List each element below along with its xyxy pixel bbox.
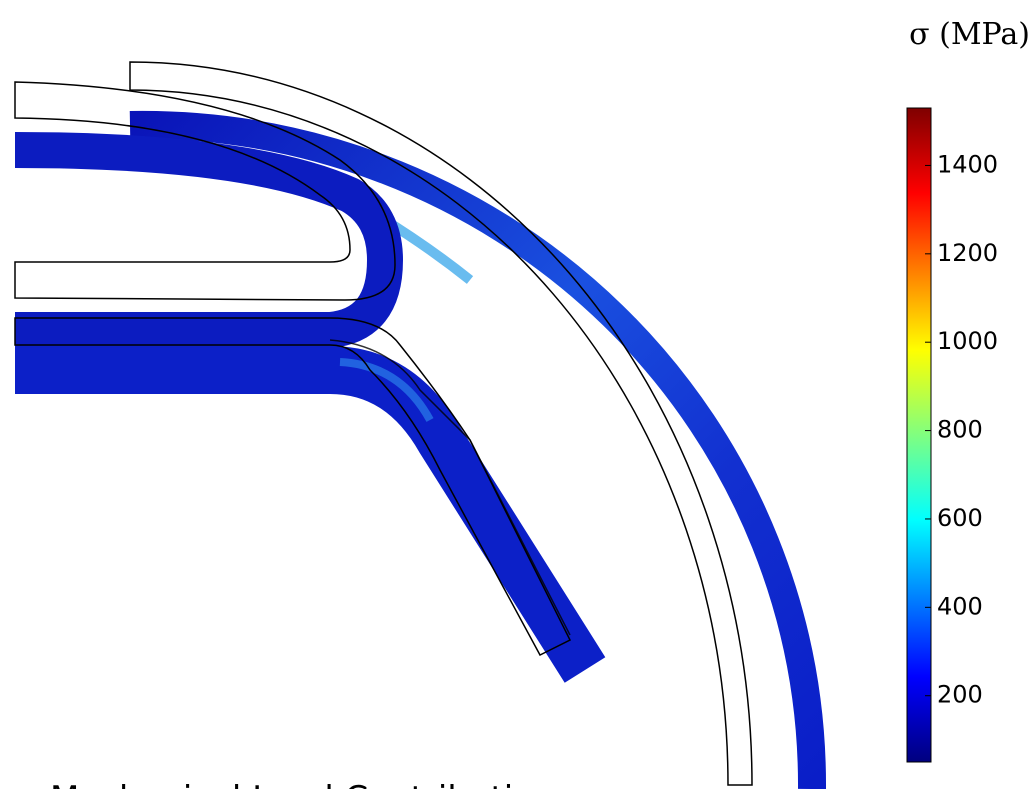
tick-label: 1000: [937, 327, 998, 355]
tick-label: 800: [937, 416, 983, 444]
tick-label: 400: [937, 592, 983, 620]
colorbar: [906, 107, 932, 763]
tick-label: 600: [937, 504, 983, 532]
tick-label: 200: [937, 681, 983, 709]
tick-label: 1200: [937, 239, 998, 267]
caption: Mechanical Load Contribution: [50, 779, 556, 789]
colorbar-title: σ (MPa): [909, 17, 1030, 52]
tick-label: 1400: [937, 150, 998, 178]
deformed-structure: [14, 110, 827, 789]
undeformed-outline: [14, 61, 753, 786]
